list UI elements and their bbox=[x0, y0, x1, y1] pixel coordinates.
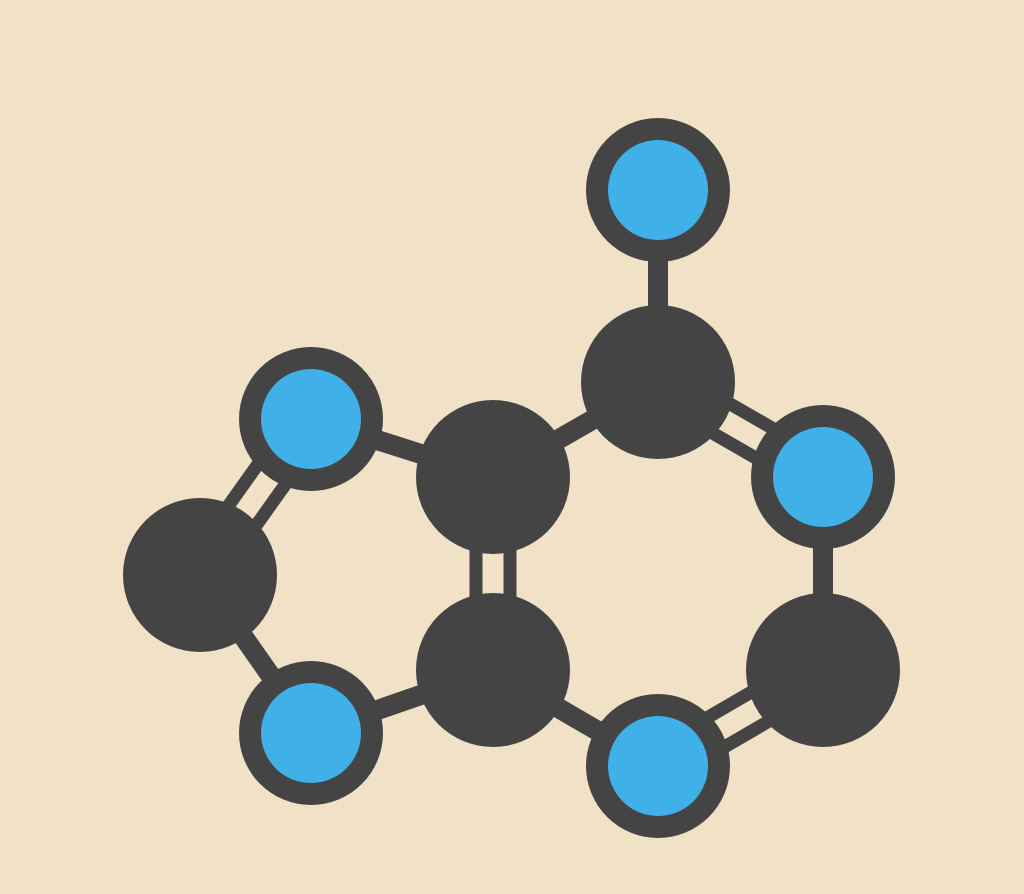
atom-c2 bbox=[746, 593, 900, 747]
carbon-atom bbox=[416, 400, 570, 554]
carbon-atom bbox=[746, 593, 900, 747]
atom-n7 bbox=[239, 347, 383, 491]
atom-c8 bbox=[123, 498, 277, 652]
atoms-layer bbox=[123, 118, 900, 838]
nitrogen-atom-fill bbox=[608, 140, 708, 240]
carbon-atom bbox=[581, 305, 735, 459]
atom-n1 bbox=[751, 405, 895, 549]
atom-n9 bbox=[239, 661, 383, 805]
nitrogen-atom-fill bbox=[261, 683, 361, 783]
carbon-atom bbox=[123, 498, 277, 652]
atom-n-amine bbox=[586, 118, 730, 262]
atom-c5 bbox=[416, 400, 570, 554]
carbon-atom bbox=[416, 593, 570, 747]
nitrogen-atom-fill bbox=[608, 716, 708, 816]
atom-n3 bbox=[586, 694, 730, 838]
atom-c6 bbox=[581, 305, 735, 459]
nitrogen-atom-fill bbox=[773, 427, 873, 527]
atom-c4 bbox=[416, 593, 570, 747]
nitrogen-atom-fill bbox=[261, 369, 361, 469]
